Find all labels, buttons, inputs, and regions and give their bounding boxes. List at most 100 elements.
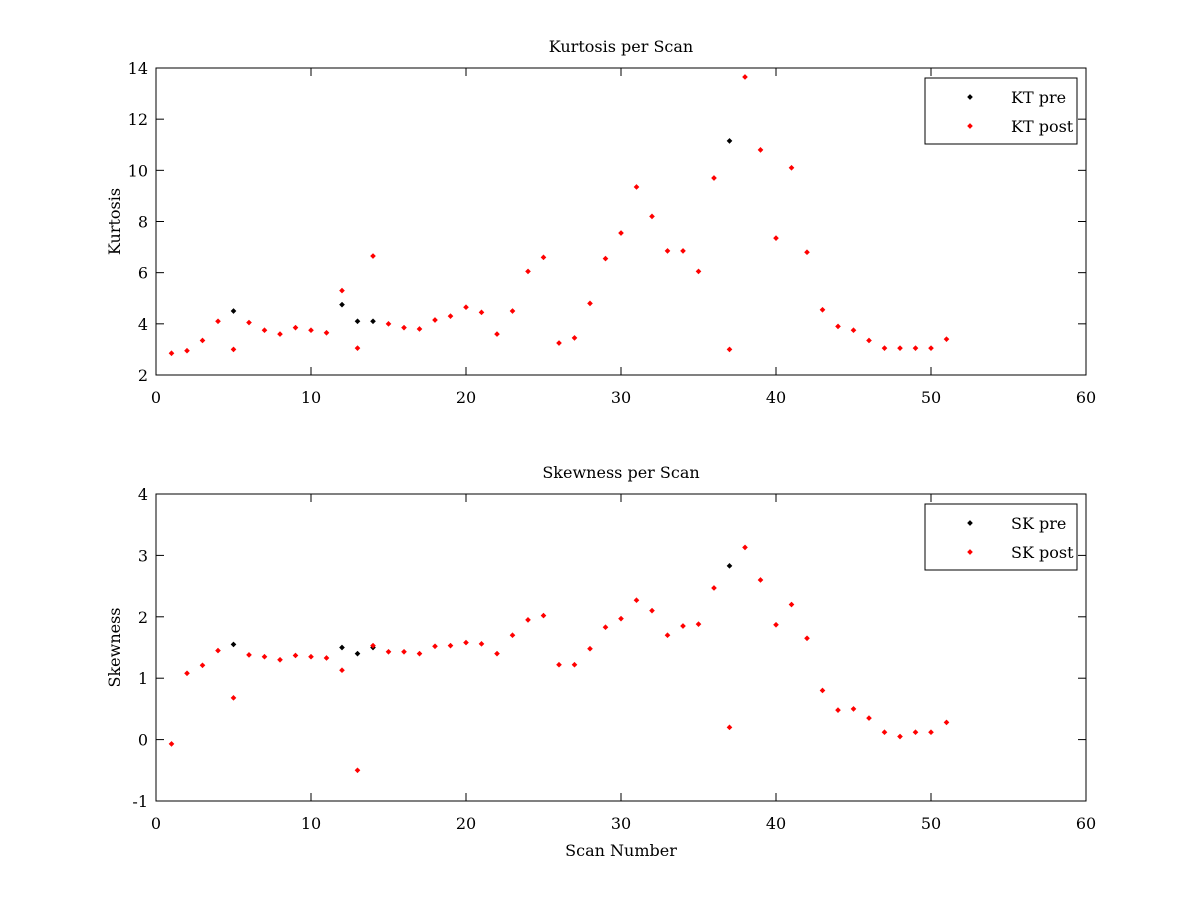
data-point [680, 623, 686, 629]
data-point [261, 327, 268, 334]
data-point [602, 255, 609, 262]
data-point [168, 741, 175, 747]
x-tick-label: 20 [456, 814, 476, 833]
data-point [385, 321, 392, 327]
data-point [432, 317, 438, 323]
y-tick-label: 1 [138, 669, 148, 688]
data-point [571, 335, 578, 341]
data-point [556, 340, 562, 346]
legend-label: KT pre [1011, 88, 1066, 107]
data-point [323, 655, 330, 661]
legend-marker [967, 94, 973, 100]
data-point [695, 621, 702, 627]
chart-title: Skewness per Scan [542, 463, 699, 482]
data-point [432, 643, 438, 650]
data-point [587, 645, 593, 652]
x-tick-label: 60 [1076, 814, 1096, 833]
data-point [354, 650, 361, 657]
data-point [556, 661, 562, 668]
data-point [401, 648, 407, 655]
data-point [416, 650, 423, 657]
data-point [509, 632, 516, 639]
data-point [695, 268, 702, 275]
legend-label: SK pre [1011, 514, 1066, 533]
y-axis-label: Skewness [105, 607, 124, 687]
data-point [649, 607, 655, 614]
data-point [804, 249, 810, 256]
data-point [354, 345, 361, 351]
chart-title: Kurtosis per Scan [549, 37, 693, 56]
data-point [664, 632, 671, 639]
data-point [401, 324, 407, 331]
x-tick-label: 50 [921, 388, 941, 407]
data-point [943, 336, 950, 343]
legend-marker [967, 549, 973, 555]
y-tick-label: 4 [138, 315, 148, 334]
data-point [912, 345, 919, 351]
legend-marker [967, 123, 973, 129]
data-point [354, 767, 361, 774]
data-point [385, 648, 392, 655]
legend-box [924, 77, 1078, 145]
data-point [509, 308, 516, 314]
data-point [788, 164, 795, 171]
y-tick-label: -1 [132, 792, 148, 811]
data-point [339, 287, 345, 294]
data-point [215, 318, 221, 325]
data-point [819, 306, 826, 313]
data-point [788, 601, 795, 608]
data-point [819, 687, 826, 694]
data-point [540, 612, 547, 619]
data-point [525, 268, 531, 275]
data-point [587, 300, 593, 307]
data-point [912, 729, 919, 736]
y-axis-label: Kurtosis [105, 188, 124, 255]
data-point [447, 642, 454, 649]
data-point [618, 230, 624, 236]
data-point [773, 235, 779, 241]
data-point [711, 585, 717, 591]
data-point [742, 74, 748, 80]
data-point [494, 331, 500, 337]
data-point [292, 652, 299, 659]
data-point [199, 337, 206, 344]
data-point [726, 724, 733, 731]
data-point [928, 729, 934, 736]
data-point [184, 347, 190, 354]
x-tick-label: 0 [151, 388, 161, 407]
y-tick-label: 10 [128, 161, 148, 180]
data-point [773, 621, 779, 628]
series-kt-post [168, 74, 950, 357]
data-point [261, 653, 268, 660]
data-point [897, 345, 903, 351]
data-point [742, 544, 748, 551]
legend-box [924, 503, 1078, 571]
data-point [897, 733, 903, 740]
y-tick-label: 14 [128, 59, 148, 78]
legend: KT pre KT post [924, 77, 1078, 145]
data-point [246, 652, 252, 658]
data-point [649, 213, 655, 220]
x-tick-label: 40 [766, 814, 786, 833]
data-point [881, 729, 888, 736]
data-point [633, 184, 640, 190]
data-point [602, 624, 609, 631]
data-point [292, 324, 299, 331]
y-tick-label: 12 [128, 110, 148, 129]
data-point [308, 327, 314, 334]
x-tick-label: 50 [921, 814, 941, 833]
x-tick-label: 10 [301, 814, 321, 833]
data-point [168, 350, 175, 357]
y-tick-label: 3 [138, 546, 148, 565]
data-point [835, 707, 841, 713]
y-tick-label: 2 [138, 608, 148, 627]
data-point [184, 670, 190, 677]
data-point [726, 346, 733, 353]
y-tick-label: 0 [138, 731, 148, 750]
data-point [447, 313, 454, 319]
data-point [494, 650, 500, 657]
data-point [850, 706, 857, 712]
